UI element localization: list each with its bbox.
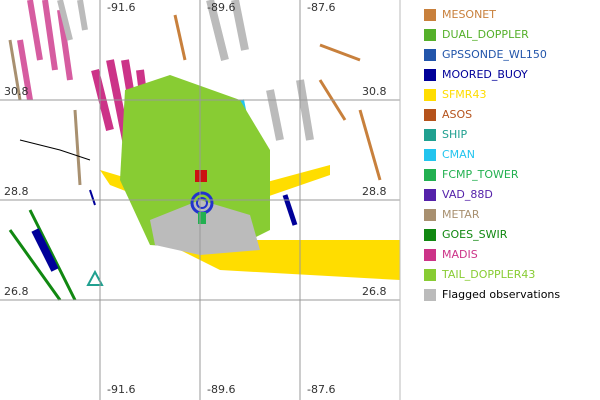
lon-label: -89.6 <box>207 1 235 14</box>
flagged-barbs <box>206 0 314 141</box>
legend-swatch <box>424 229 436 241</box>
observation-layer <box>8 0 400 301</box>
metar-barbs <box>8 39 82 186</box>
lat-label: 28.8 <box>4 185 29 198</box>
legend-swatch <box>424 189 436 201</box>
legend-swatch <box>424 69 436 81</box>
lon-label: -89.6 <box>207 383 235 396</box>
legend-swatch <box>424 49 436 61</box>
legend-swatch <box>424 169 436 181</box>
mesonet-barbs <box>173 14 382 181</box>
flagged-swath <box>150 200 260 255</box>
lat-label: 30.8 <box>4 85 29 98</box>
legend-label: SFMR43 <box>442 88 486 101</box>
legend-swatch <box>424 249 436 261</box>
lon-label: -91.6 <box>107 1 135 14</box>
tower-marker <box>198 212 206 224</box>
lon-label: -87.6 <box>307 383 335 396</box>
buoy-barbs <box>89 189 96 206</box>
goes-barbs <box>8 209 77 301</box>
legend-swatch <box>424 129 436 141</box>
legend-label: MOORED_BUOY <box>442 68 528 81</box>
legend-swatch <box>424 9 436 21</box>
legend-label: GOES_SWIR <box>442 228 508 241</box>
legend-swatch <box>424 269 436 281</box>
legend-label: VAD_88D <box>442 188 493 201</box>
tail-doppler-swath <box>120 75 270 250</box>
legend-label: Flagged observations <box>442 288 560 301</box>
lat-label: 28.8 <box>362 185 387 198</box>
lat-label: 30.8 <box>362 85 387 98</box>
buoy-barbs <box>31 228 59 272</box>
legend-label: CMAN <box>442 148 475 161</box>
lat-label: 26.8 <box>362 285 387 298</box>
legend-swatch <box>424 289 436 301</box>
legend-label: TAIL_DOPPLER43 <box>441 268 535 281</box>
legend-label: MADIS <box>442 248 478 261</box>
flagged-barbs <box>57 0 88 41</box>
legend-swatch <box>424 109 436 121</box>
lat-label: 26.8 <box>4 285 29 298</box>
legend-label: METAR <box>442 208 480 221</box>
legend-label: ASOS <box>442 108 472 121</box>
legend-label: DUAL_DOPPLER <box>442 28 529 41</box>
coastline <box>19 139 91 161</box>
center-ring <box>196 197 208 209</box>
lon-label: -87.6 <box>307 1 335 14</box>
madis-barbs <box>17 0 73 101</box>
legend-label: FCMP_TOWER <box>442 168 519 181</box>
graticule <box>0 0 401 400</box>
legend-swatch <box>424 209 436 221</box>
lon-label: -91.6 <box>107 383 135 396</box>
center-marker <box>195 170 207 182</box>
ship-marker <box>86 269 104 286</box>
legend-label: MESONET <box>442 8 496 21</box>
legend-swatch <box>424 89 436 101</box>
legend-label: GPSSONDE_WL150 <box>442 48 547 61</box>
legend-swatch <box>424 149 436 161</box>
legend-swatch <box>424 29 436 41</box>
legend-label: SHIP <box>442 128 467 141</box>
